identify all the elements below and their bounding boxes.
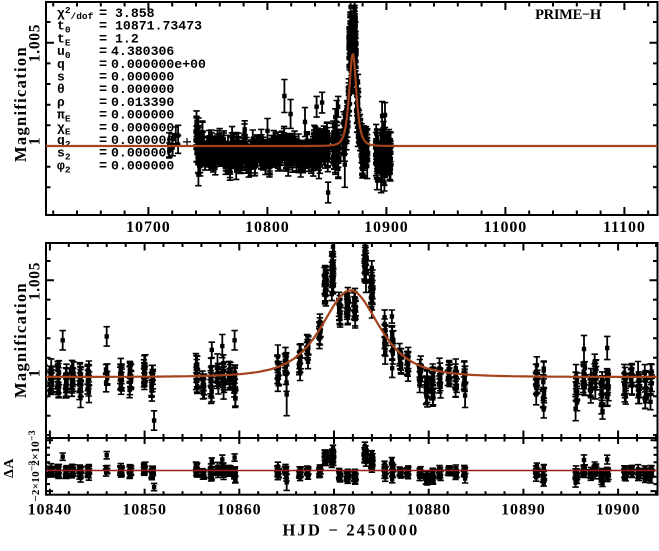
svg-text:10880: 10880 <box>406 502 451 519</box>
svg-text:10860: 10860 <box>217 502 262 519</box>
svg-text:1: 1 <box>27 137 44 145</box>
svg-text:Magnification: Magnification <box>11 282 30 398</box>
svg-text:10850: 10850 <box>122 502 167 519</box>
svg-text:=: = <box>99 83 107 98</box>
svg-text:10900: 10900 <box>364 219 409 236</box>
svg-text:s: s <box>57 70 65 85</box>
svg-text:10890: 10890 <box>501 502 546 519</box>
svg-text:ρ: ρ <box>57 95 65 110</box>
svg-text:0.000000: 0.000000 <box>111 108 174 123</box>
svg-text:10900: 10900 <box>596 502 641 519</box>
svg-text:=: = <box>99 7 107 22</box>
svg-text:=: = <box>99 134 107 149</box>
svg-text:=: = <box>99 58 107 73</box>
svg-text:=: = <box>99 32 107 47</box>
svg-text:11000: 11000 <box>484 219 528 236</box>
svg-text:1.005: 1.005 <box>27 262 44 300</box>
svg-text:q: q <box>57 57 65 72</box>
svg-text:1: 1 <box>27 369 44 377</box>
svg-text:0.013390: 0.013390 <box>111 95 174 110</box>
svg-text:=: = <box>99 159 107 174</box>
svg-text:0.000000: 0.000000 <box>111 158 174 173</box>
svg-text:0.000000: 0.000000 <box>111 70 174 85</box>
svg-text:=: = <box>99 45 107 60</box>
svg-text:θ: θ <box>57 82 65 97</box>
svg-text:ΔA: ΔA <box>2 458 17 478</box>
svg-text:=: = <box>99 71 107 86</box>
svg-text:0.000000: 0.000000 <box>111 133 174 148</box>
svg-text:11100: 11100 <box>603 219 646 236</box>
svg-text:=: = <box>99 147 107 162</box>
svg-text:Magnification: Magnification <box>11 46 30 162</box>
svg-text:=: = <box>99 20 107 35</box>
svg-text:1.005: 1.005 <box>27 24 44 62</box>
svg-text:10871.73473: 10871.73473 <box>115 19 202 34</box>
svg-text:10870: 10870 <box>312 502 357 519</box>
svg-text:10700: 10700 <box>126 219 171 236</box>
svg-text:=: = <box>99 121 107 136</box>
svg-text:0.000000: 0.000000 <box>111 146 174 161</box>
svg-text:10800: 10800 <box>245 219 290 236</box>
svg-text:HJD − 2450000: HJD − 2450000 <box>282 521 419 540</box>
svg-text:0.000000e+00: 0.000000e+00 <box>111 57 206 72</box>
svg-text:10840: 10840 <box>28 502 73 519</box>
svg-text:3.858: 3.858 <box>115 6 155 21</box>
svg-text:1.2: 1.2 <box>115 31 139 46</box>
svg-text:=: = <box>99 109 107 124</box>
svg-text:=: = <box>99 96 107 111</box>
svg-text:4.380306: 4.380306 <box>111 44 174 59</box>
svg-text:PRIME−H: PRIME−H <box>535 7 602 23</box>
svg-text:0.000000: 0.000000 <box>111 120 174 135</box>
svg-text:0.000000: 0.000000 <box>111 82 174 97</box>
